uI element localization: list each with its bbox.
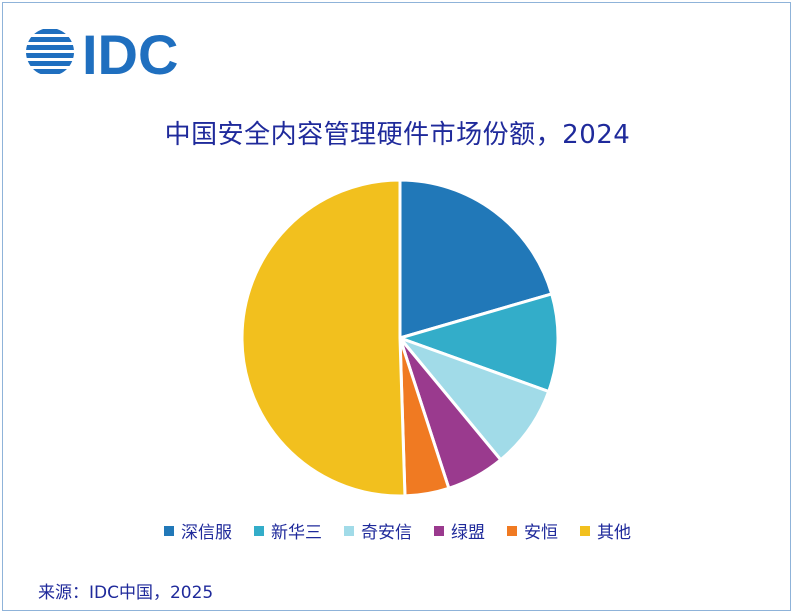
globe-icon: [26, 29, 74, 74]
legend-label: 深信服: [181, 523, 232, 543]
legend-item-4: 安恒: [507, 518, 558, 543]
legend-swatch: [507, 525, 517, 536]
legend-item-3: 绿盟: [434, 518, 485, 543]
pie-slice-2: [398, 336, 551, 462]
chart-legend: 深信服 新华三 奇安信 绿盟 安恒 其他: [0, 518, 795, 543]
logo-text: IDC: [82, 24, 178, 80]
pie-slice-5: [240, 178, 407, 498]
legend-label: 新华三: [271, 523, 322, 543]
source-note: 来源：IDC中国，2025: [38, 583, 214, 603]
legend-label: 安恒: [524, 523, 558, 543]
pie-slice-0: [398, 178, 554, 340]
legend-label: 其他: [597, 523, 631, 543]
legend-swatch: [164, 525, 174, 536]
legend-item-0: 深信服: [164, 518, 232, 543]
chart-title: 中国安全内容管理硬件市场份额，2024: [164, 120, 631, 150]
pie-chart: [240, 178, 560, 498]
legend-item-1: 新华三: [254, 518, 322, 543]
legend-item-2: 奇安信: [344, 518, 412, 543]
legend-swatch: [434, 525, 444, 536]
pie-slice-1: [398, 292, 560, 394]
idc-logo: IDC: [26, 24, 178, 80]
legend-swatch: [344, 525, 354, 536]
legend-label: 奇安信: [361, 523, 412, 543]
legend-swatch: [580, 525, 590, 536]
legend-item-5: 其他: [580, 518, 631, 543]
legend-swatch: [254, 525, 264, 536]
legend-label: 绿盟: [451, 523, 485, 543]
